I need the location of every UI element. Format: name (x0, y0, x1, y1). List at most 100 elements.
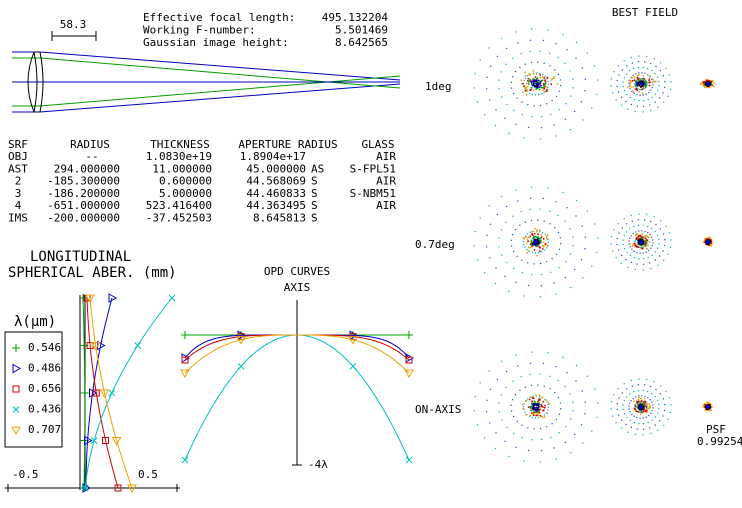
spot-dot (549, 52, 551, 54)
spot-dot (531, 274, 533, 276)
spot-dot (633, 76, 636, 79)
spot-dot (553, 76, 556, 78)
spot-dot (650, 267, 652, 270)
spot-dot (489, 388, 492, 390)
spot-dot (646, 67, 649, 70)
spot-dot (629, 419, 631, 422)
spot-dot (638, 396, 640, 399)
spot-dot (524, 88, 526, 90)
radius: -651.000000 (47, 199, 120, 212)
spot-dot (634, 268, 636, 271)
spot-dot (633, 256, 636, 259)
spot-dot (626, 416, 628, 419)
spot-dot (527, 427, 529, 429)
spot-dot (566, 49, 568, 51)
spot-dot (623, 60, 625, 62)
spot-dot (665, 67, 667, 70)
spot-dot (662, 250, 664, 252)
spot-dot (547, 29, 549, 31)
spot-dot (560, 408, 562, 410)
spot-dot (519, 224, 521, 226)
spot-dot (542, 406, 544, 408)
spot-dot (476, 101, 479, 103)
spot-dot (538, 417, 540, 419)
spot-dot (642, 66, 644, 69)
spot-dot (630, 214, 632, 217)
radius: -200.000000 (47, 212, 120, 225)
spot-dot (553, 124, 555, 126)
spot-dot (582, 119, 584, 121)
spot-dot (539, 414, 542, 417)
lsa-marker (168, 294, 176, 302)
spot-dot (664, 86, 666, 89)
lsa-curve (86, 297, 119, 489)
spot-dot (550, 271, 552, 273)
spot-dot (633, 390, 635, 393)
spot-dot (648, 249, 650, 252)
spot-dot (610, 236, 613, 238)
spot-dot (555, 366, 557, 368)
spot-dot (665, 225, 667, 227)
spot-dot (642, 422, 645, 425)
spot-dot (631, 76, 634, 79)
spot-dot (623, 413, 626, 415)
spot-dot (524, 71, 526, 74)
opd-marker (404, 369, 414, 379)
spot-dot (648, 405, 651, 408)
spot-dot (659, 420, 661, 422)
spot-dot (513, 109, 515, 112)
spot-dot (574, 433, 576, 436)
spot-dot (540, 234, 543, 236)
spot-dot (476, 424, 479, 426)
spot-dot (580, 424, 583, 426)
spot-dot (636, 105, 638, 107)
spot-dot (539, 373, 541, 375)
spot-dot (638, 378, 640, 380)
spot-dot (649, 427, 651, 429)
spot-dot (662, 92, 664, 94)
header-value: 8.642565 (335, 36, 388, 49)
legend-label: 0.546 (28, 341, 61, 354)
spot-dot (707, 407, 710, 409)
spot-dot (564, 385, 566, 388)
spot-dot (646, 390, 649, 393)
spot-dot (557, 379, 559, 382)
spot-dot (486, 246, 488, 248)
spot-dot (584, 236, 586, 238)
spot-dot (621, 69, 623, 71)
spot-dot (540, 115, 543, 118)
spot-dot (651, 227, 653, 230)
spot-dot (581, 225, 583, 227)
spot-dot (631, 248, 633, 250)
spot-dot (547, 241, 550, 244)
spot-dot (539, 461, 542, 463)
spot-dot (531, 93, 533, 96)
spot-dot (562, 33, 564, 36)
spot-dot (526, 233, 529, 235)
spot-dot (645, 251, 647, 253)
spot-dot (557, 56, 559, 59)
spot-dot (637, 78, 640, 81)
spot-dot (641, 395, 643, 397)
spot-dot (575, 199, 578, 202)
spot-dot (531, 230, 533, 233)
spot-dot (655, 388, 657, 391)
spot-dot (702, 405, 705, 408)
spot-dot (634, 408, 637, 411)
spot-dot (569, 228, 571, 230)
spot-dot (570, 286, 572, 289)
spot-dot (534, 227, 536, 230)
spot-dot (479, 217, 481, 219)
spot-dot (646, 213, 648, 216)
lsa-marker (81, 484, 89, 492)
spot-dot (543, 84, 545, 87)
spot-dot (626, 223, 628, 225)
spot-dot (611, 415, 614, 417)
spot-dot (529, 79, 531, 81)
spot-dot (523, 80, 525, 82)
spot-dot (498, 411, 500, 413)
spot-dot (663, 259, 665, 261)
spot-dot (636, 428, 638, 430)
spot-dot (521, 437, 523, 439)
spot-dot (547, 238, 549, 241)
